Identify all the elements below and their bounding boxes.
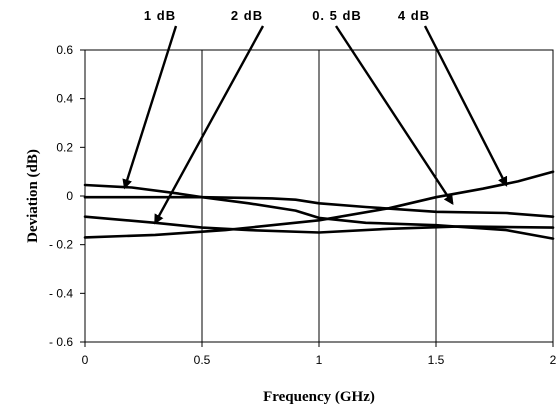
annotation-arrow	[423, 25, 508, 187]
y-tick-label: 0	[66, 189, 73, 203]
y-tick-label: - 0.4	[49, 286, 73, 300]
y-tick-label: 0.4	[56, 92, 73, 106]
x-tick-label: 2	[550, 353, 557, 367]
annotation-label: 4 dB	[398, 8, 430, 23]
annotation-arrow	[122, 25, 178, 190]
annotation-group: 1 dB 2 dB 0. 5 dB 4 dB	[122, 8, 508, 225]
x-tick-label: 1.5	[428, 353, 445, 367]
annotation-arrow	[334, 25, 454, 205]
y-tick-label: 0.6	[56, 43, 73, 57]
y-tick-label: - 0.6	[49, 335, 73, 349]
x-tick-label: 0	[82, 353, 89, 367]
x-axis-title: Frequency (GHz)	[263, 389, 375, 405]
annotation-arrow	[154, 25, 265, 225]
tick-labels: 0.6 0.4 0.2 0 - 0.2 - 0.4 - 0.6 0 0.5 1 1.5 2	[49, 43, 557, 367]
series-line-3	[83, 195, 555, 218]
y-axis-title: Deviation (dB)	[25, 149, 41, 243]
y-tick-label: - 0.2	[49, 238, 73, 252]
annotation-label: 1 dB	[144, 8, 176, 23]
annotation-label: 2 dB	[231, 8, 263, 23]
x-tick-label: 0.5	[194, 353, 211, 367]
y-tick-label: 0.2	[56, 140, 73, 154]
annotation-label: 0. 5 dB	[312, 8, 362, 23]
x-tick-label: 1	[316, 353, 323, 367]
